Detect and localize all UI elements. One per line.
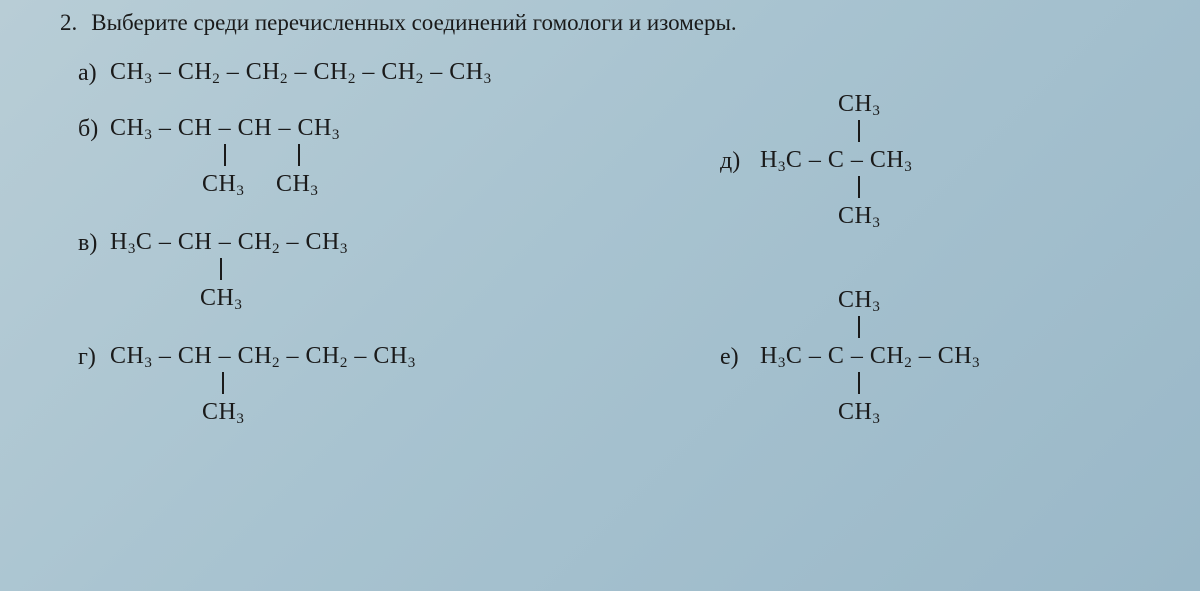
label-b: б) <box>78 116 98 143</box>
formula-v-branch: CH3 <box>200 286 242 313</box>
formula-d-chain: H3C – C – CH3 <box>760 148 912 175</box>
formulas: а) CH3 – CH2 – CH2 – CH2 – CH2 – CH3 б) … <box>60 52 1150 552</box>
formula-e-top: CH3 <box>838 288 880 315</box>
formula-e-bottom: CH3 <box>838 400 880 427</box>
formula-b-chain: CH3 – CH – CH – CH3 <box>110 116 340 143</box>
bond-d-bottom <box>858 176 860 198</box>
formula-g-branch: CH3 <box>202 400 244 427</box>
formula-d-top: CH3 <box>838 92 880 119</box>
question-line: 2. Выберите среди перечисленных соединен… <box>60 10 1160 36</box>
formula-a: CH3 – CH2 – CH2 – CH2 – CH2 – CH3 <box>110 60 492 87</box>
formula-v-chain: H3C – CH – CH2 – CH3 <box>110 230 348 257</box>
label-e: е) <box>720 344 739 371</box>
bond-e-bottom <box>858 372 860 394</box>
label-d: д) <box>720 148 740 175</box>
bond-g <box>222 372 224 394</box>
formula-e-chain: H3C – C – CH2 – CH3 <box>760 344 980 371</box>
bond-d-top <box>858 120 860 142</box>
page: 2. Выберите среди перечисленных соединен… <box>0 0 1200 562</box>
label-v: в) <box>78 230 97 257</box>
label-a: а) <box>78 60 97 87</box>
formula-b-branch1: CH3 <box>202 172 244 199</box>
bond-b1 <box>224 144 226 166</box>
bond-b2 <box>298 144 300 166</box>
formula-d-bottom: CH3 <box>838 204 880 231</box>
question-text: Выберите среди перечисленных соединений … <box>91 10 1160 36</box>
bond-v <box>220 258 222 280</box>
formula-g-chain: CH3 – CH – CH2 – CH2 – CH3 <box>110 344 416 371</box>
formula-b-branch2: CH3 <box>276 172 318 199</box>
question-number: 2. <box>60 10 77 36</box>
bond-e-top <box>858 316 860 338</box>
label-g: г) <box>78 344 96 371</box>
